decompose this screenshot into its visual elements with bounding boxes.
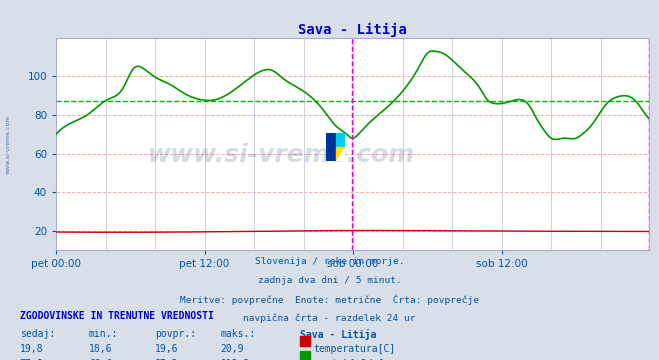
Text: Meritve: povprečne  Enote: metrične  Črta: povprečje: Meritve: povprečne Enote: metrične Črta:… — [180, 295, 479, 305]
PathPatch shape — [335, 134, 345, 147]
PathPatch shape — [335, 147, 345, 161]
Bar — [335, 134, 345, 147]
Text: navpična črta - razdelek 24 ur: navpična črta - razdelek 24 ur — [243, 314, 416, 323]
Text: www.si-vreme.com: www.si-vreme.com — [6, 114, 11, 174]
Text: 18,6: 18,6 — [89, 344, 113, 354]
Text: maks.:: maks.: — [221, 329, 256, 339]
Text: 20,9: 20,9 — [221, 344, 244, 354]
Bar — [335, 147, 345, 161]
Text: Slovenija / reke in morje.: Slovenija / reke in morje. — [255, 257, 404, 266]
Text: sedaj:: sedaj: — [20, 329, 55, 339]
Text: zadnja dva dni / 5 minut.: zadnja dva dni / 5 minut. — [258, 276, 401, 285]
Text: www.si-vreme.com: www.si-vreme.com — [148, 143, 415, 167]
Title: Sava - Litija: Sava - Litija — [298, 22, 407, 37]
Text: min.:: min.: — [89, 329, 119, 339]
Text: pretok[m3/s]: pretok[m3/s] — [314, 359, 384, 360]
Text: 68,0: 68,0 — [89, 359, 113, 360]
Text: 77,6: 77,6 — [20, 359, 43, 360]
Text: 19,8: 19,8 — [20, 344, 43, 354]
Text: 87,3: 87,3 — [155, 359, 179, 360]
Text: Sava - Litija: Sava - Litija — [300, 329, 376, 340]
Text: ZGODOVINSKE IN TRENUTNE VREDNOSTI: ZGODOVINSKE IN TRENUTNE VREDNOSTI — [20, 311, 214, 321]
Text: 19,6: 19,6 — [155, 344, 179, 354]
Text: 112,3: 112,3 — [221, 359, 250, 360]
Text: temperatura[C]: temperatura[C] — [314, 344, 396, 354]
Text: povpr.:: povpr.: — [155, 329, 196, 339]
